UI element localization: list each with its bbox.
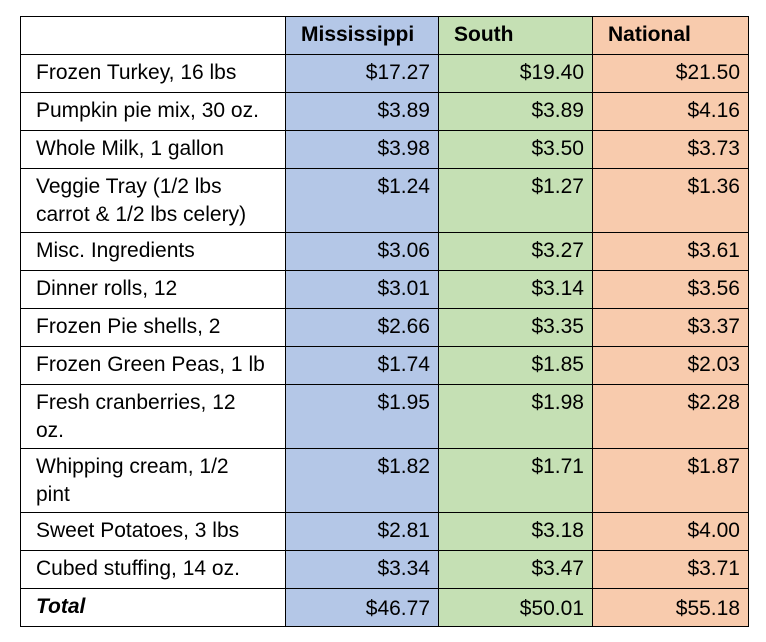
mississippi-price: $17.27 [285,54,439,93]
table-row: Dinner rolls, 12 $3.01 $3.14 $3.56 [20,270,749,309]
total-label: Total [20,588,286,627]
mississippi-price: $3.89 [285,92,439,131]
header-row: Mississippi South National [20,16,749,55]
table-row: Frozen Green Peas, 1 lb $1.74 $1.85 $2.0… [20,346,749,385]
header-mississippi: Mississippi [285,16,439,55]
table-row: Frozen Pie shells, 2 $2.66 $3.35 $3.37 [20,308,749,347]
national-price: $2.28 [592,384,749,449]
item-cell: Frozen Green Peas, 1 lb [20,346,286,385]
item-cell: Frozen Turkey, 16 lbs [20,54,286,93]
south-price: $3.18 [438,512,593,551]
item-cell: Misc. Ingredients [20,232,286,271]
table-row: Whipping cream, 1/2 pint $1.82 $1.71 $1.… [20,448,749,513]
item-cell: Whole Milk, 1 gallon [20,130,286,169]
table-row: Misc. Ingredients $3.06 $3.27 $3.61 [20,232,749,271]
national-price: $1.87 [592,448,749,513]
national-price: $2.03 [592,346,749,385]
table-row: Whole Milk, 1 gallon $3.98 $3.50 $3.73 [20,130,749,169]
south-price: $3.89 [438,92,593,131]
item-line: Whipping cream, 1/2 [36,455,229,478]
item-line: carrot & 1/2 lbs celery) [36,203,247,226]
item-line: oz. [36,419,65,442]
header-national: National [592,16,749,55]
national-price: $3.71 [592,550,749,589]
item-line: pint [36,483,70,506]
mississippi-price: $3.06 [285,232,439,271]
national-price: $4.00 [592,512,749,551]
south-price: $1.71 [438,448,593,513]
mississippi-price: $1.82 [285,448,439,513]
item-cell: Pumpkin pie mix, 30 oz. [20,92,286,131]
national-price: $1.36 [592,168,749,233]
table-row: Veggie Tray (1/2 lbs carrot & 1/2 lbs ce… [20,168,749,233]
item-cell: Frozen Pie shells, 2 [20,308,286,347]
table-row: Sweet Potatoes, 3 lbs $2.81 $3.18 $4.00 [20,512,749,551]
item-cell: Cubed stuffing, 14 oz. [20,550,286,589]
mississippi-price: $1.95 [285,384,439,449]
national-price: $3.37 [592,308,749,347]
mississippi-price: $1.74 [285,346,439,385]
national-price: $4.16 [592,92,749,131]
price-comparison-table: Mississippi South National Frozen Turkey… [20,16,749,627]
item-line: Veggie Tray (1/2 lbs [36,175,222,198]
mississippi-price: $3.01 [285,270,439,309]
item-cell: Whipping cream, 1/2 pint [20,448,286,513]
item-cell: Dinner rolls, 12 [20,270,286,309]
total-row: Total $46.77 $50.01 $55.18 [20,588,749,627]
south-price: $3.47 [438,550,593,589]
mississippi-price: $1.24 [285,168,439,233]
south-price: $3.35 [438,308,593,347]
mississippi-price: $3.34 [285,550,439,589]
mississippi-price: $2.66 [285,308,439,347]
south-price: $3.27 [438,232,593,271]
south-price: $19.40 [438,54,593,93]
south-price: $1.85 [438,346,593,385]
mississippi-total: $46.77 [285,588,439,627]
mississippi-price: $3.98 [285,130,439,169]
national-price: $3.61 [592,232,749,271]
item-cell: Sweet Potatoes, 3 lbs [20,512,286,551]
table-row: Cubed stuffing, 14 oz. $3.34 $3.47 $3.71 [20,550,749,589]
header-item [20,16,286,55]
item-line: Fresh cranberries, 12 [36,391,236,414]
item-cell: Fresh cranberries, 12 oz. [20,384,286,449]
national-price: $3.73 [592,130,749,169]
south-price: $1.27 [438,168,593,233]
national-price: $21.50 [592,54,749,93]
south-price: $3.50 [438,130,593,169]
national-price: $3.56 [592,270,749,309]
mississippi-price: $2.81 [285,512,439,551]
south-total: $50.01 [438,588,593,627]
south-price: $1.98 [438,384,593,449]
table-row: Fresh cranberries, 12 oz. $1.95 $1.98 $2… [20,384,749,449]
header-south: South [438,16,593,55]
national-total: $55.18 [592,588,749,627]
table-row: Frozen Turkey, 16 lbs $17.27 $19.40 $21.… [20,54,749,93]
item-cell: Veggie Tray (1/2 lbs carrot & 1/2 lbs ce… [20,168,286,233]
table-row: Pumpkin pie mix, 30 oz. $3.89 $3.89 $4.1… [20,92,749,131]
south-price: $3.14 [438,270,593,309]
